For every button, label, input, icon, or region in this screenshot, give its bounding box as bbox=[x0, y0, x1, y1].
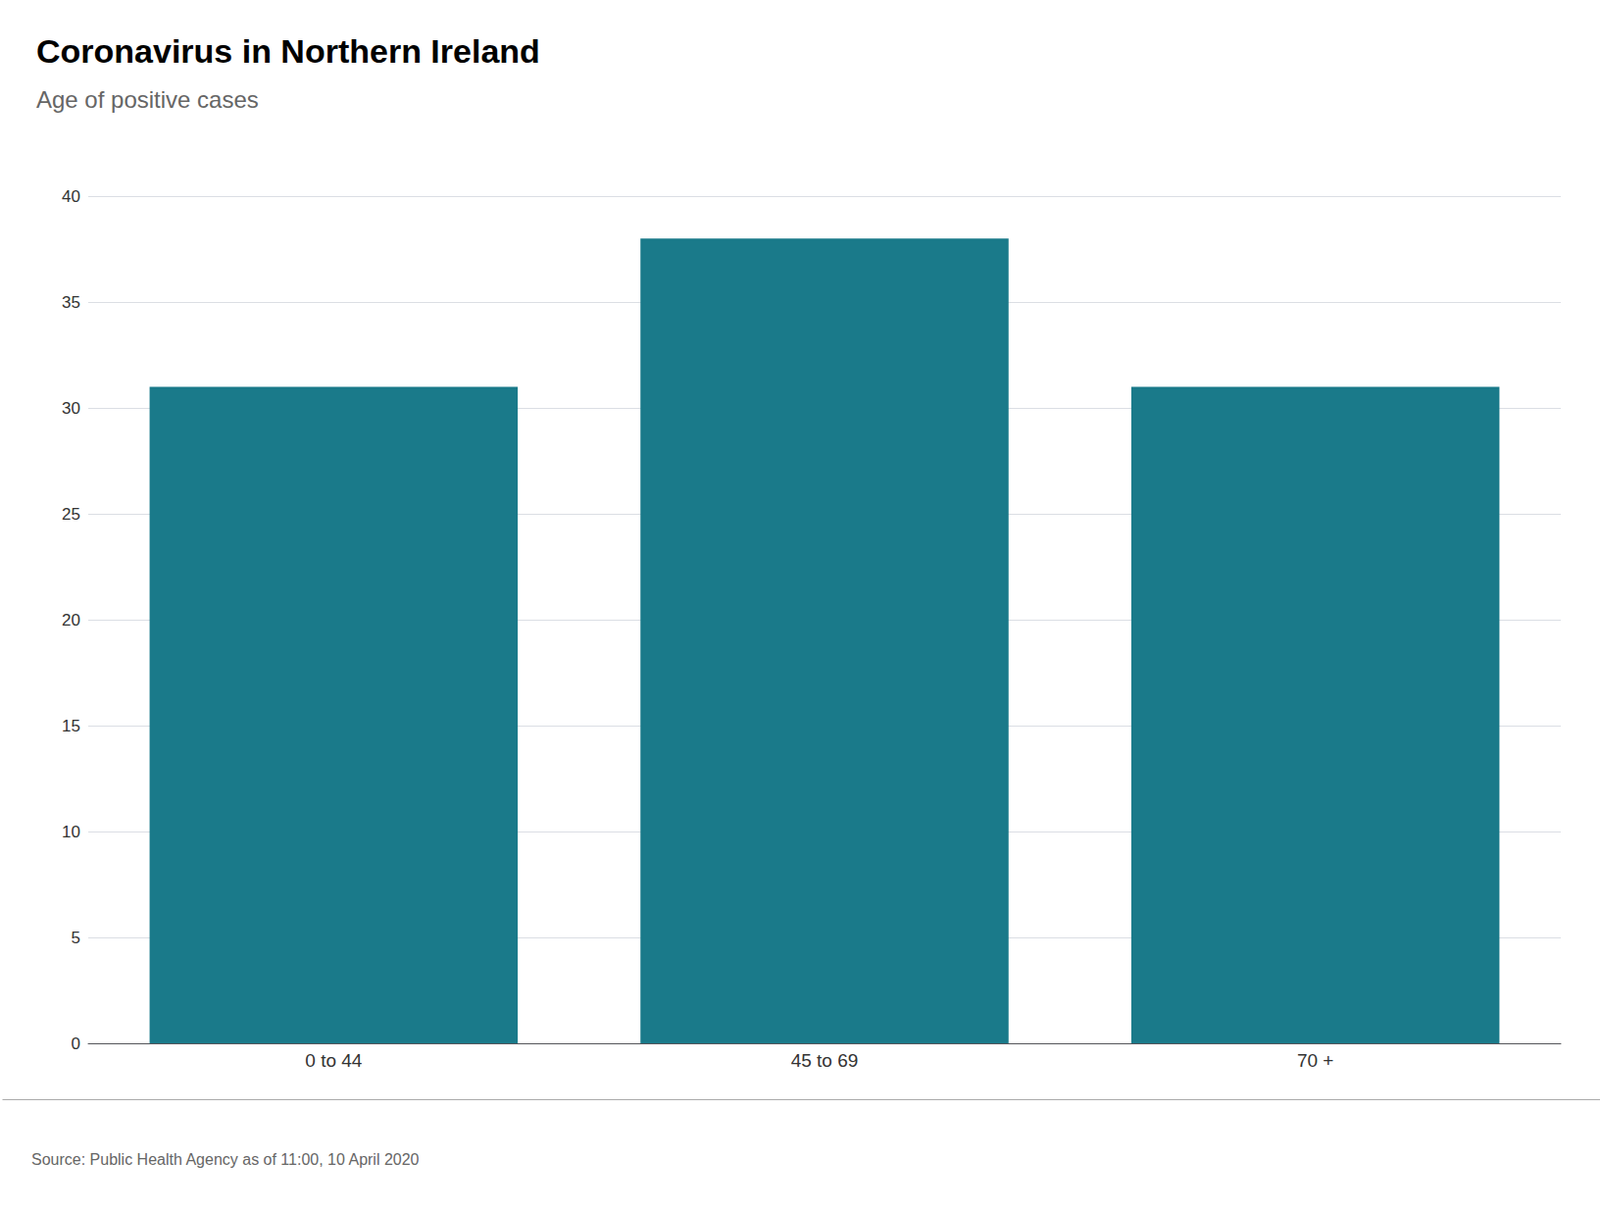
svg-text:0 to 44: 0 to 44 bbox=[304, 1050, 363, 1071]
svg-text:45 to 69: 45 to 69 bbox=[791, 1050, 859, 1071]
svg-text:70 +: 70 + bbox=[1297, 1050, 1335, 1071]
svg-text:5: 5 bbox=[71, 928, 81, 948]
svg-text:Source: Public Health Agency a: Source: Public Health Agency as of 11:00… bbox=[31, 1150, 420, 1168]
svg-text:40: 40 bbox=[61, 187, 81, 206]
svg-text:25: 25 bbox=[61, 504, 81, 524]
svg-text:10: 10 bbox=[61, 822, 81, 842]
svg-text:35: 35 bbox=[61, 293, 81, 312]
svg-text:Coronavirus in Northern Irelan: Coronavirus in Northern Ireland bbox=[36, 32, 541, 70]
svg-text:0: 0 bbox=[71, 1034, 81, 1053]
svg-text:20: 20 bbox=[61, 610, 81, 630]
svg-text:15: 15 bbox=[61, 716, 81, 736]
svg-text:Age of positive cases: Age of positive cases bbox=[36, 86, 259, 113]
svg-text:30: 30 bbox=[61, 399, 81, 418]
